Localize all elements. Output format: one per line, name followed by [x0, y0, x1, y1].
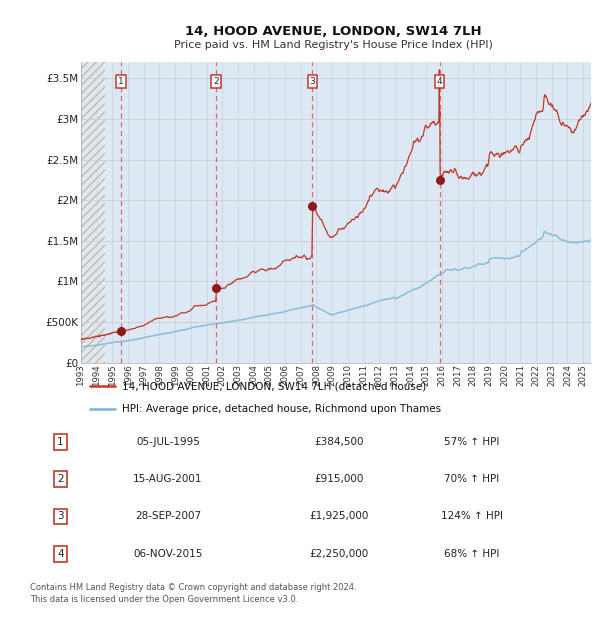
Text: 2006: 2006 — [281, 364, 290, 386]
Text: 3: 3 — [57, 512, 64, 521]
Text: HPI: Average price, detached house, Richmond upon Thames: HPI: Average price, detached house, Rich… — [122, 404, 442, 414]
Text: 1996: 1996 — [124, 364, 133, 386]
Text: 2007: 2007 — [296, 364, 305, 386]
Text: 15-AUG-2001: 15-AUG-2001 — [133, 474, 203, 484]
Bar — [81, 62, 104, 363]
Text: 2009: 2009 — [328, 364, 337, 386]
Text: 2013: 2013 — [391, 364, 400, 386]
Text: 06-NOV-2015: 06-NOV-2015 — [133, 549, 203, 559]
Text: 70% ↑ HPI: 70% ↑ HPI — [444, 474, 499, 484]
Text: Price paid vs. HM Land Registry's House Price Index (HPI): Price paid vs. HM Land Registry's House … — [173, 40, 493, 50]
Bar — [81, 62, 104, 363]
Text: 1995: 1995 — [108, 364, 117, 386]
Text: 2002: 2002 — [218, 364, 227, 386]
Text: 4: 4 — [57, 549, 64, 559]
Text: 2008: 2008 — [312, 364, 321, 386]
Text: 2022: 2022 — [532, 364, 541, 386]
Text: 2010: 2010 — [343, 364, 352, 386]
Text: 68% ↑ HPI: 68% ↑ HPI — [444, 549, 499, 559]
Text: 2015: 2015 — [422, 364, 431, 386]
Text: 2017: 2017 — [453, 364, 462, 386]
Text: 2025: 2025 — [578, 364, 587, 386]
Text: 2: 2 — [57, 474, 64, 484]
Text: 1994: 1994 — [92, 364, 101, 386]
Text: Contains HM Land Registry data © Crown copyright and database right 2024.
This d: Contains HM Land Registry data © Crown c… — [30, 583, 356, 604]
Text: 2004: 2004 — [249, 364, 258, 386]
Text: 2020: 2020 — [500, 364, 509, 386]
Text: 2000: 2000 — [187, 364, 196, 386]
Text: 2014: 2014 — [406, 364, 415, 386]
Text: 1998: 1998 — [155, 364, 164, 386]
Text: 124% ↑ HPI: 124% ↑ HPI — [440, 512, 503, 521]
Text: 2005: 2005 — [265, 364, 274, 386]
Text: 4: 4 — [437, 77, 442, 86]
Bar — [81, 62, 104, 363]
Text: 2001: 2001 — [202, 364, 211, 386]
Text: 05-JUL-1995: 05-JUL-1995 — [136, 437, 200, 447]
Text: £915,000: £915,000 — [314, 474, 364, 484]
Text: £2,250,000: £2,250,000 — [310, 549, 369, 559]
Text: 1: 1 — [57, 437, 64, 447]
Text: 2023: 2023 — [547, 364, 556, 386]
Text: 14, HOOD AVENUE, LONDON, SW14 7LH: 14, HOOD AVENUE, LONDON, SW14 7LH — [185, 25, 481, 38]
Text: 57% ↑ HPI: 57% ↑ HPI — [444, 437, 499, 447]
Text: 2011: 2011 — [359, 364, 368, 386]
Text: 1: 1 — [118, 77, 124, 86]
Text: 2012: 2012 — [374, 364, 383, 386]
Text: 2019: 2019 — [485, 364, 494, 386]
Text: 28-SEP-2007: 28-SEP-2007 — [135, 512, 201, 521]
Text: 2021: 2021 — [516, 364, 525, 386]
Text: 2003: 2003 — [233, 364, 242, 386]
Text: 2016: 2016 — [437, 364, 446, 386]
Text: 2018: 2018 — [469, 364, 478, 386]
Text: 1997: 1997 — [139, 364, 148, 386]
Text: 2024: 2024 — [563, 364, 572, 386]
Text: £384,500: £384,500 — [314, 437, 364, 447]
Text: 1993: 1993 — [77, 364, 86, 386]
Text: £1,925,000: £1,925,000 — [310, 512, 369, 521]
Text: 14, HOOD AVENUE, LONDON, SW14 7LH (detached house): 14, HOOD AVENUE, LONDON, SW14 7LH (detac… — [122, 381, 427, 391]
Text: 1999: 1999 — [170, 364, 179, 386]
Text: 3: 3 — [310, 77, 316, 86]
Text: 2: 2 — [214, 77, 219, 86]
